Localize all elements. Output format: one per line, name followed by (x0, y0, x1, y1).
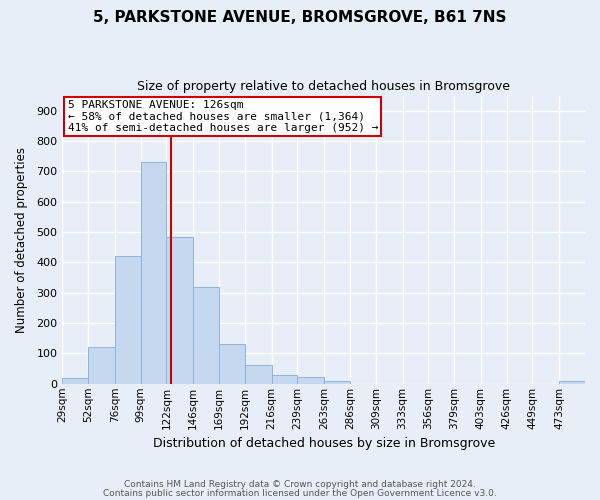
Text: 5 PARKSTONE AVENUE: 126sqm
← 58% of detached houses are smaller (1,364)
41% of s: 5 PARKSTONE AVENUE: 126sqm ← 58% of deta… (68, 100, 378, 133)
Text: 5, PARKSTONE AVENUE, BROMSGROVE, B61 7NS: 5, PARKSTONE AVENUE, BROMSGROVE, B61 7NS (93, 10, 507, 25)
Y-axis label: Number of detached properties: Number of detached properties (15, 146, 28, 332)
Bar (193, 288, 219, 384)
Text: Contains HM Land Registry data © Crown copyright and database right 2024.: Contains HM Land Registry data © Crown c… (124, 480, 476, 489)
Bar (245, 364, 272, 384)
Bar (324, 380, 350, 384)
Text: Contains public sector information licensed under the Open Government Licence v3: Contains public sector information licen… (103, 489, 497, 498)
Bar (559, 382, 585, 384)
Bar (115, 256, 140, 384)
Title: Size of property relative to detached houses in Bromsgrove: Size of property relative to detached ho… (137, 80, 510, 93)
Bar (219, 344, 245, 384)
Bar (166, 237, 193, 384)
Bar (88, 347, 115, 384)
Bar (272, 374, 298, 384)
Bar (140, 162, 166, 384)
X-axis label: Distribution of detached houses by size in Bromsgrove: Distribution of detached houses by size … (152, 437, 495, 450)
Bar (298, 377, 324, 384)
Bar (62, 378, 88, 384)
